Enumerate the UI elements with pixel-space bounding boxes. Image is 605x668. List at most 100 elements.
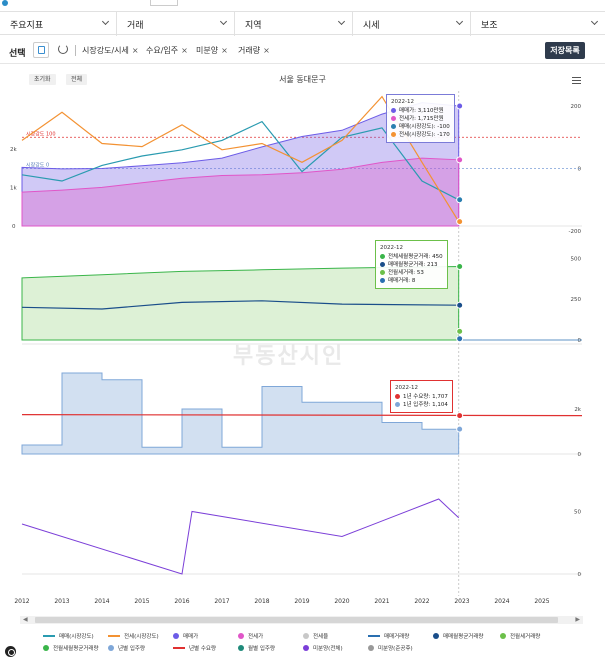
legend-item[interactable]: 매매가 [173, 632, 198, 640]
tooltip-volume: 2022-12 전체세월평균거래: 450 매매월평균거래: 213 전월세거래… [375, 240, 448, 289]
legend-swatch-icon [238, 633, 244, 639]
swatch-icon [391, 123, 396, 129]
legend-swatch-icon [43, 635, 55, 637]
swatch-icon [380, 261, 385, 267]
x-tick-label: 2024 [494, 598, 509, 605]
tooltip-date: 2022-12 [395, 385, 418, 391]
y2-tick-label: -200 [569, 229, 582, 235]
marker-jeonse-volume [456, 327, 464, 335]
filter-label: 지역 [245, 20, 262, 31]
legend-swatch-icon [173, 647, 185, 649]
divider [75, 45, 76, 56]
layer-select-icon[interactable] [33, 42, 49, 58]
legend-swatch-icon [433, 633, 439, 639]
tooltip-demand: 2022-12 1년 수요량: 1,707 1년 입주량: 1,104 [390, 380, 453, 413]
legend-swatch-icon [500, 633, 506, 639]
chip-label: 미분양 [196, 46, 219, 55]
sale-avg-volume-line [21, 300, 459, 310]
scroll-left-icon[interactable]: ◀ [23, 616, 28, 623]
legend-label: 년별 수요량 [189, 646, 217, 652]
top-tab[interactable] [150, 0, 178, 6]
scroll-right-icon[interactable]: ▶ [575, 616, 580, 623]
chip-label: 거래량 [238, 46, 261, 55]
filter-price[interactable]: 시세 [353, 12, 471, 36]
x-tick-label: 2021 [374, 598, 389, 605]
legend-item[interactable]: 매매(시장강도) [43, 632, 94, 640]
legend-item[interactable]: 전세가 [238, 632, 263, 640]
legend-swatch-icon [108, 645, 114, 651]
close-icon[interactable]: × [221, 46, 228, 55]
y-tick-label: 0 [12, 224, 16, 230]
legend-label: 매매(시장강도) [59, 634, 94, 640]
filter-transaction[interactable]: 거래 [117, 12, 235, 36]
chart-title: 서울 동대문구 [279, 75, 326, 84]
legend-swatch-icon [108, 635, 120, 637]
legend-item[interactable]: 전월세월평균거래량 [43, 644, 99, 652]
close-icon[interactable]: × [263, 46, 270, 55]
y2-tick-label: 0 [578, 167, 582, 173]
save-list-button[interactable]: 저장목록 [545, 42, 585, 59]
legend-item[interactable]: 전세(시장강도) [108, 632, 159, 640]
legend-label: 전월세거래량 [510, 634, 541, 640]
legend-swatch-icon [368, 645, 374, 651]
marker-sale-price [456, 102, 464, 110]
top-strip [0, 0, 605, 8]
selection-bar: 선택 시장강도/시세 × 수요/입주 × 미분양 × 거래량 × 저장목록 [0, 38, 605, 64]
marker-jeonse-avg [456, 263, 464, 270]
legend-label: 전세(시장강도) [124, 634, 159, 640]
close-icon[interactable]: × [131, 46, 139, 55]
x-tick-label: 2019 [294, 598, 309, 605]
close-icon[interactable]: × [181, 46, 188, 55]
chip-market-price[interactable]: 시장강도/시세 × [82, 45, 139, 56]
legend-item[interactable]: 미분양(준공후) [368, 644, 413, 652]
legend-label: 미분양(준공후) [378, 646, 413, 652]
chip-demand-supply[interactable]: 수요/입주 × [146, 45, 188, 56]
jeonse-avg-volume-area [21, 265, 460, 341]
x-tick-label: 2015 [134, 598, 149, 605]
x-tick-label: 2012 [14, 598, 29, 605]
legend-item[interactable]: 월별 입주량 [238, 644, 275, 652]
menu-icon[interactable] [572, 77, 581, 84]
legend-item[interactable]: 년별 수요량 [173, 644, 216, 652]
x-tick-label: 2018 [254, 598, 269, 605]
legend-item[interactable]: 매매거래량 [368, 632, 409, 640]
filter-main-indicator[interactable]: 주요지표 [0, 12, 117, 36]
tooltip-row: 1년 입주량: 1,104 [395, 401, 448, 409]
marker-sale-strength [456, 196, 464, 204]
legend-item[interactable]: 미분양(전체) [303, 644, 343, 652]
swatch-icon [380, 269, 385, 275]
zoom-all-button[interactable]: 전체 [66, 74, 88, 85]
legend-label: 년별 입주량 [118, 646, 146, 652]
legend-item[interactable]: 전월세거래량 [500, 632, 540, 640]
marker-supply [456, 425, 464, 433]
chart-area: 초기화 전체 서울 동대문구 2012 2013 2014 2015 2016 2017 2… [0, 66, 605, 626]
unsold-line [21, 498, 460, 575]
chip-volume[interactable]: 거래량 × [238, 45, 270, 56]
legend-label: 월별 입주량 [248, 646, 276, 652]
help-icon[interactable] [5, 646, 16, 657]
legend-swatch-icon [173, 633, 179, 639]
ref-line-label: 시장강도 0 [26, 162, 49, 169]
swatch-icon [391, 107, 396, 113]
refresh-icon[interactable] [58, 44, 68, 54]
x-tick-label: 2023 [454, 598, 469, 605]
legend-label: 미분양(전체) [313, 646, 343, 652]
filter-label: 거래 [127, 20, 144, 31]
reset-zoom-button[interactable]: 초기화 [29, 74, 56, 85]
watermark: 부동산시인 [233, 344, 345, 369]
legend-label: 전월세월평균거래량 [53, 646, 99, 652]
tooltip-price: 2022-12 매매가: 3,110만원 전세가: 1,715만원 매매(시장강… [386, 94, 455, 143]
legend-item[interactable]: 전세율 [303, 632, 328, 640]
filter-region[interactable]: 지역 [235, 12, 353, 36]
chart-legend: 매매(시장강도) 전세(시장강도) 매매가 전세가 전세율 매매거래량 매매월평균거래량 전월… [0, 632, 605, 668]
chip-unsold[interactable]: 미분양 × [196, 45, 228, 56]
x-tick-label: 2025 [534, 598, 549, 605]
chart-scrollbar[interactable]: ◀ ▶ [20, 616, 583, 624]
x-tick-label: 2020 [334, 598, 349, 605]
y-tick-label: 1k [10, 185, 17, 191]
legend-item[interactable]: 년별 입주량 [108, 644, 145, 652]
legend-item[interactable]: 매매월평균거래량 [433, 632, 483, 640]
filter-auxiliary[interactable]: 보조 [471, 12, 605, 36]
scroll-thumb[interactable] [35, 617, 558, 623]
y2-tick-label: 0 [578, 572, 582, 578]
